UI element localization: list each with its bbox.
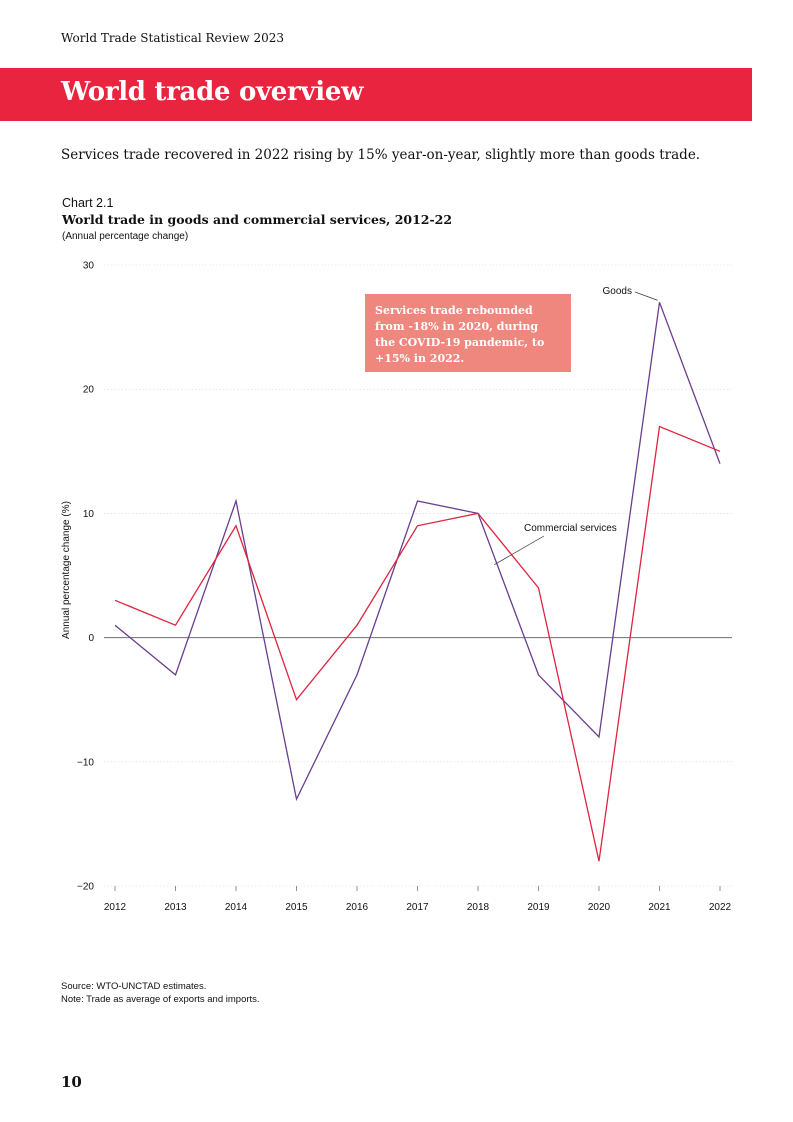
x-tick-label: 2016 (346, 902, 369, 913)
y-tick-label: 20 (83, 385, 95, 396)
x-tick-label: 2014 (225, 902, 248, 913)
lead-sentence: Services trade recovered in 2022 rising … (61, 147, 701, 163)
x-tick-label: 2017 (406, 902, 429, 913)
section-title: World trade overview (61, 77, 364, 107)
services-series-label: Commercial services (524, 523, 617, 534)
goods-leader-line (634, 291, 658, 301)
source-line: Source: WTO-UNCTAD estimates. (61, 981, 207, 992)
y-tick-label: −10 (77, 757, 94, 768)
y-axis-ticks: 30 20 10 0 −10 −20 (77, 261, 94, 893)
x-tick-label: 2019 (527, 902, 550, 913)
page-number: 10 (61, 1073, 82, 1091)
x-tick-label: 2022 (709, 902, 732, 913)
y-tick-label: 30 (83, 261, 95, 272)
y-axis-label: Annual percentage change (%) (61, 501, 72, 639)
y-tick-label: 10 (83, 509, 95, 520)
x-tick-label: 2015 (285, 902, 308, 913)
source-notes: Source: WTO-UNCTAD estimates. Note: Trad… (61, 980, 260, 1006)
note-line: Note: Trade as average of exports and im… (61, 994, 260, 1005)
chart-subtitle: (Annual percentage change) (62, 231, 189, 242)
x-tick-label: 2020 (588, 902, 611, 913)
running-header: World Trade Statistical Review 2023 (61, 31, 284, 45)
section-banner: World trade overview (0, 68, 752, 121)
series-line-goods (114, 302, 721, 802)
x-tick-label: 2013 (164, 902, 187, 913)
services-leader-line (494, 535, 545, 565)
x-axis-ticks: 2012 2013 2014 2015 2016 2017 2018 2019 2020 2021… (104, 886, 732, 913)
chart-number: Chart 2.1 (62, 196, 114, 210)
x-tick-label: 2021 (648, 902, 671, 913)
y-tick-label: −20 (77, 882, 94, 893)
series-line-commercial-services (114, 425, 721, 862)
grid-lines (104, 264, 732, 887)
x-tick-label: 2018 (467, 902, 490, 913)
chart-title: World trade in goods and commercial serv… (62, 212, 453, 227)
series-annotations: Goods Commercial services (494, 286, 658, 565)
series-lines (114, 302, 721, 862)
callout-box: Services trade rebounded from -18% in 20… (365, 294, 571, 372)
x-tick-label: 2012 (104, 902, 127, 913)
goods-series-label: Goods (603, 286, 632, 297)
y-tick-label: 0 (88, 633, 94, 644)
